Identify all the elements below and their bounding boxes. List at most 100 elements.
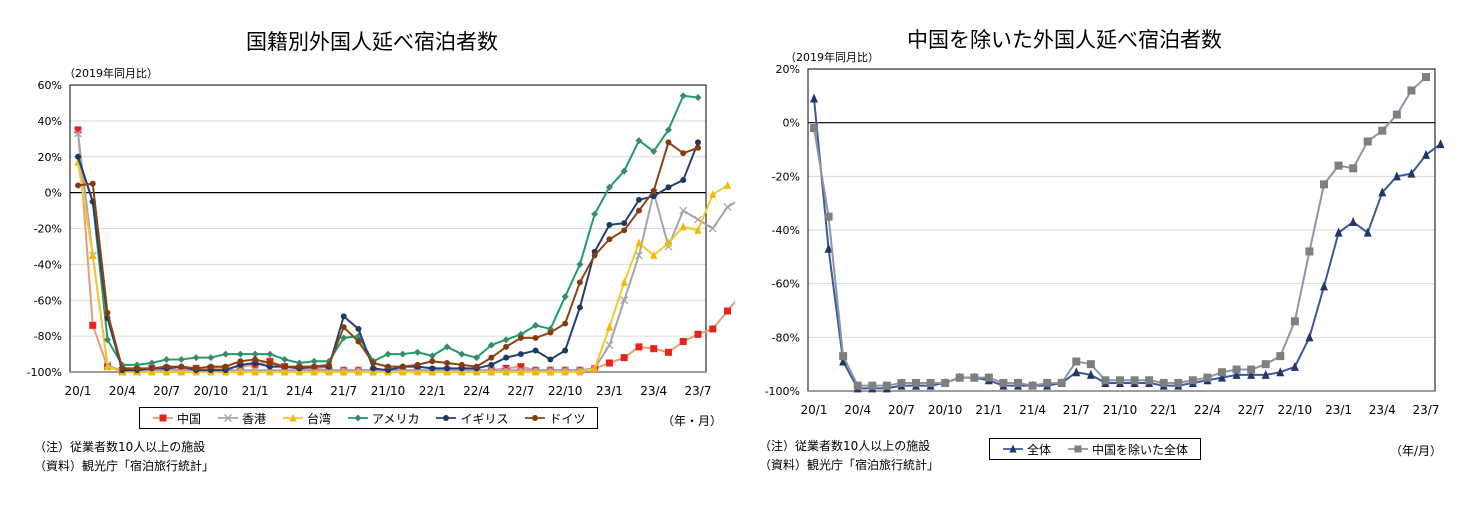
data-point [1363,227,1372,237]
x-tick-label: 21/1 [242,384,269,398]
data-point [502,336,510,344]
data-point [1174,378,1183,387]
right-chart-panel: 中国を除いた外国人延べ宿泊者数 （2019年同月比） 20% 0% -20% -40%… [735,0,1467,509]
data-point [325,361,332,368]
legend-item: 台湾 [282,410,331,427]
data-point [680,150,687,157]
data-point [694,225,702,234]
data-point [192,354,200,362]
x-tick-label: 22/7 [507,384,534,398]
data-point [695,144,701,151]
series-line [77,94,699,366]
data-point [222,350,230,358]
x-tick-label: 21/1 [975,403,1002,417]
y-tick-label: 0% [783,117,800,130]
legend-item: アメリカ [347,410,419,427]
data-point [236,367,244,376]
data-point [1378,126,1387,135]
data-point [89,180,96,187]
data-point [1159,378,1168,387]
data-point [74,126,82,134]
data-point [1290,361,1299,371]
data-point [650,187,657,194]
x-tick-label: 21/10 [1103,403,1138,417]
data-point [620,167,628,175]
data-point [119,365,126,372]
data-point [546,367,554,376]
data-point [635,196,642,203]
data-point [606,221,613,228]
data-point [984,373,993,382]
data-point [1232,369,1241,379]
data-point [429,365,436,372]
data-point [1320,281,1328,291]
data-point [458,361,465,368]
data-point [458,350,466,358]
legend-marker-icon [289,413,297,422]
data-point [1392,110,1401,119]
data-point [488,354,495,361]
legend-item: ドイツ [524,410,585,427]
data-point [193,365,200,372]
data-point [562,347,569,354]
series-台湾 [74,157,732,376]
data-point [853,381,862,390]
data-point [695,139,701,146]
data-point [1305,332,1314,342]
data-point [824,243,833,253]
data-point [708,224,717,233]
data-point [281,355,289,363]
data-point [1116,376,1124,385]
data-point [148,365,155,372]
data-point [1436,139,1445,149]
data-point [207,363,214,370]
data-point [1232,365,1241,374]
data-point [709,189,717,198]
data-point [311,363,318,370]
data-point [1043,378,1052,387]
data-point [370,365,377,372]
series-line [813,98,1442,390]
legend-marker-icon [1074,445,1082,453]
data-point [606,236,613,243]
data-point [839,356,848,366]
y-tick-label: 20% [776,63,800,76]
left-line-chart: 60% 40% 20% 0% -20% -40% -60% -80% -100%20/1 20/4… [27,79,735,398]
data-point [1247,369,1256,379]
left-legend: 中国 香港 台湾 アメリカ イギリス ドイツ [139,407,599,429]
data-point [399,350,407,358]
data-point [266,350,274,358]
data-point [473,367,481,376]
data-point [724,307,732,315]
data-point [1392,171,1401,181]
data-point [897,378,906,387]
series-ドイツ [75,139,701,372]
data-point [912,378,920,387]
data-point [723,203,732,211]
data-point [488,361,495,368]
x-tick-label: 22/1 [1150,403,1177,417]
data-point [1130,376,1139,385]
data-point [1407,86,1416,95]
data-point [664,238,672,247]
data-point [605,341,614,350]
series-line [813,76,1427,387]
series-line [77,141,699,370]
data-point [1334,161,1343,170]
data-point [163,363,170,370]
data-point [1188,376,1197,385]
x-tick-label: 22/10 [548,384,583,398]
right-chart-title: 中国を除いた外国人延べ宿泊者数 [907,28,1222,52]
data-point [354,367,362,376]
data-point [177,355,185,363]
data-point [620,296,629,305]
data-point [650,147,658,155]
data-point [1363,137,1372,146]
data-point [591,210,599,218]
data-point [620,277,628,286]
legend-label: 中国を除いた全体 [1092,442,1189,457]
data-point [487,341,495,349]
data-point [561,293,569,301]
data-point [310,367,318,376]
data-point [340,324,347,331]
